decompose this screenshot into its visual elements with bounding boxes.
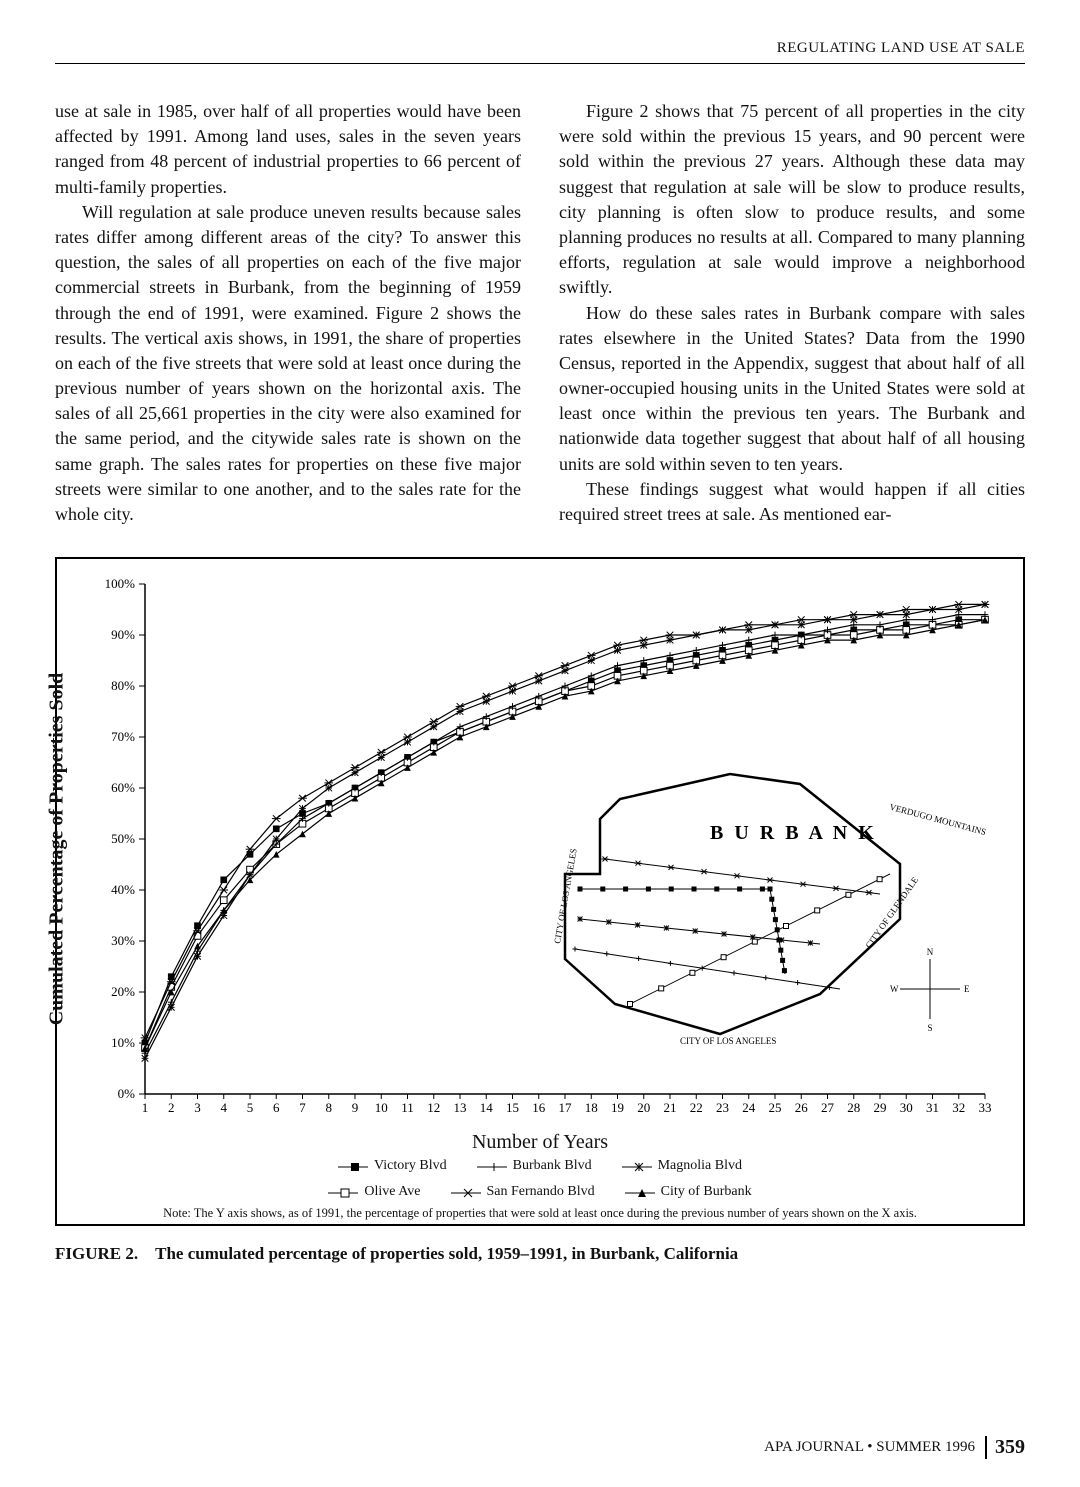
svg-text:W: W (890, 984, 899, 994)
para: These findings suggest what would happen… (559, 477, 1025, 527)
legend-item: Olive Ave (328, 1184, 420, 1200)
page-number: 359 (985, 1436, 1025, 1459)
svg-text:26: 26 (795, 1100, 809, 1115)
legend-item: Victory Blvd (338, 1158, 447, 1174)
para: Figure 2 shows that 75 percent of all pr… (559, 99, 1025, 301)
svg-text:13: 13 (454, 1100, 467, 1115)
chart-legend: Victory Blvd Burbank Blvd Magnolia Blvd Oli… (72, 1158, 1008, 1200)
svg-text:6: 6 (273, 1100, 280, 1115)
right-column: Figure 2 shows that 75 percent of all pr… (559, 99, 1025, 527)
svg-text:31: 31 (926, 1100, 939, 1115)
svg-text:7: 7 (299, 1100, 306, 1115)
svg-text:1: 1 (142, 1100, 149, 1115)
svg-text:33: 33 (979, 1100, 992, 1115)
running-head: REGULATING LAND USE AT SALE (55, 40, 1025, 64)
svg-text:25: 25 (769, 1100, 782, 1115)
svg-text:90%: 90% (111, 627, 135, 642)
para: use at sale in 1985, over half of all pr… (55, 99, 521, 200)
svg-text:N: N (927, 947, 934, 957)
svg-text:30%: 30% (111, 933, 135, 948)
svg-text:10%: 10% (111, 1035, 135, 1050)
chart-area: Cumulated Percentage of Properties Sold … (72, 569, 1008, 1129)
svg-text:27: 27 (821, 1100, 835, 1115)
legend-item: City of Burbank (625, 1184, 752, 1200)
svg-text:VERDUGO MOUNTAINS: VERDUGO MOUNTAINS (888, 802, 987, 837)
para: Will regulation at sale produce uneven r… (55, 200, 521, 527)
figure-2-box: Cumulated Percentage of Properties Sold … (55, 557, 1025, 1226)
journal-name: APA JOURNAL • SUMMER 1996 (764, 1439, 975, 1456)
svg-text:50%: 50% (111, 831, 135, 846)
svg-text:CITY OF LOS ANGELES: CITY OF LOS ANGELES (680, 1036, 776, 1046)
svg-text:32: 32 (952, 1100, 965, 1115)
svg-text:CITY OF GLENDALE: CITY OF GLENDALE (863, 875, 920, 950)
figure-caption-text: The cumulated percentage of properties s… (155, 1244, 738, 1263)
left-column: use at sale in 1985, over half of all pr… (55, 99, 521, 527)
svg-text:30: 30 (900, 1100, 913, 1115)
svg-text:21: 21 (664, 1100, 677, 1115)
svg-text:70%: 70% (111, 729, 135, 744)
svg-text:100%: 100% (105, 576, 136, 591)
page-footer: APA JOURNAL • SUMMER 1996 359 (764, 1436, 1025, 1459)
svg-text:3: 3 (194, 1100, 201, 1115)
svg-text:29: 29 (874, 1100, 887, 1115)
svg-text:60%: 60% (111, 780, 135, 795)
para: How do these sales rates in Burbank comp… (559, 301, 1025, 477)
legend-item: Magnolia Blvd (622, 1158, 742, 1174)
legend-item: San Fernando Blvd (451, 1184, 595, 1200)
svg-text:15: 15 (506, 1100, 519, 1115)
svg-text:80%: 80% (111, 678, 135, 693)
svg-text:11: 11 (401, 1100, 414, 1115)
svg-text:2: 2 (168, 1100, 175, 1115)
chart-note: Note: The Y axis shows, as of 1991, the … (72, 1206, 1008, 1221)
svg-text:9: 9 (352, 1100, 359, 1115)
svg-text:28: 28 (847, 1100, 860, 1115)
y-axis-label: Cumulated Percentage of Properties Sold (46, 673, 69, 1026)
body-columns: use at sale in 1985, over half of all pr… (55, 99, 1025, 527)
svg-text:17: 17 (559, 1100, 573, 1115)
svg-text:14: 14 (480, 1100, 494, 1115)
svg-text:10: 10 (375, 1100, 388, 1115)
svg-text:16: 16 (532, 1100, 546, 1115)
svg-text:0%: 0% (118, 1086, 136, 1101)
svg-text:22: 22 (690, 1100, 703, 1115)
svg-text:40%: 40% (111, 882, 135, 897)
chart-svg: 0%10%20%30%40%50%60%70%80%90%100%1234567… (72, 569, 1008, 1129)
svg-text:4: 4 (221, 1100, 228, 1115)
x-axis-label: Number of Years (72, 1131, 1008, 1154)
svg-text:E: E (964, 984, 970, 994)
svg-text:23: 23 (716, 1100, 729, 1115)
legend-item: Burbank Blvd (477, 1158, 592, 1174)
svg-text:B U R B A N K: B U R B A N K (710, 822, 877, 844)
svg-text:19: 19 (611, 1100, 624, 1115)
svg-text:8: 8 (326, 1100, 333, 1115)
svg-text:18: 18 (585, 1100, 598, 1115)
figure-label: FIGURE 2. (55, 1244, 138, 1263)
svg-text:20%: 20% (111, 984, 135, 999)
figure-caption: FIGURE 2. The cumulated percentage of pr… (55, 1244, 1025, 1264)
svg-text:20: 20 (637, 1100, 650, 1115)
svg-text:24: 24 (742, 1100, 756, 1115)
svg-text:5: 5 (247, 1100, 254, 1115)
svg-text:12: 12 (427, 1100, 440, 1115)
svg-text:S: S (927, 1023, 932, 1033)
